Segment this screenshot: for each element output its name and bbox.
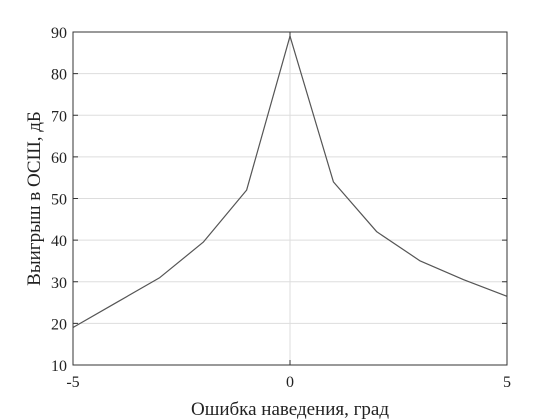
grid-lines: [72, 31, 508, 366]
y-tick-label: 70: [51, 108, 67, 125]
tick-labels: -5 0 5 10 20 30 40 50 60 70 80 90: [51, 25, 511, 391]
y-tick-label: 90: [51, 25, 67, 42]
tick-marks: [72, 31, 508, 366]
y-tick-label: 60: [51, 150, 67, 167]
x-tick-label: 0: [286, 374, 294, 391]
axis-labels: Ошибка наведения, град Выигрыш в ОСШ, дБ: [24, 111, 389, 420]
y-axis-label: Выигрыш в ОСШ, дБ: [24, 111, 45, 286]
y-tick-label: 40: [51, 233, 67, 250]
y-tick-label: 30: [51, 275, 67, 292]
y-tick-label: 10: [51, 358, 67, 375]
x-axis-label: Ошибка наведения, град: [191, 399, 389, 420]
y-tick-label: 50: [51, 192, 67, 209]
x-tick-label: -5: [66, 374, 79, 391]
y-tick-label: 20: [51, 316, 67, 333]
y-tick-label: 80: [51, 67, 67, 84]
x-tick-label: 5: [503, 374, 511, 391]
